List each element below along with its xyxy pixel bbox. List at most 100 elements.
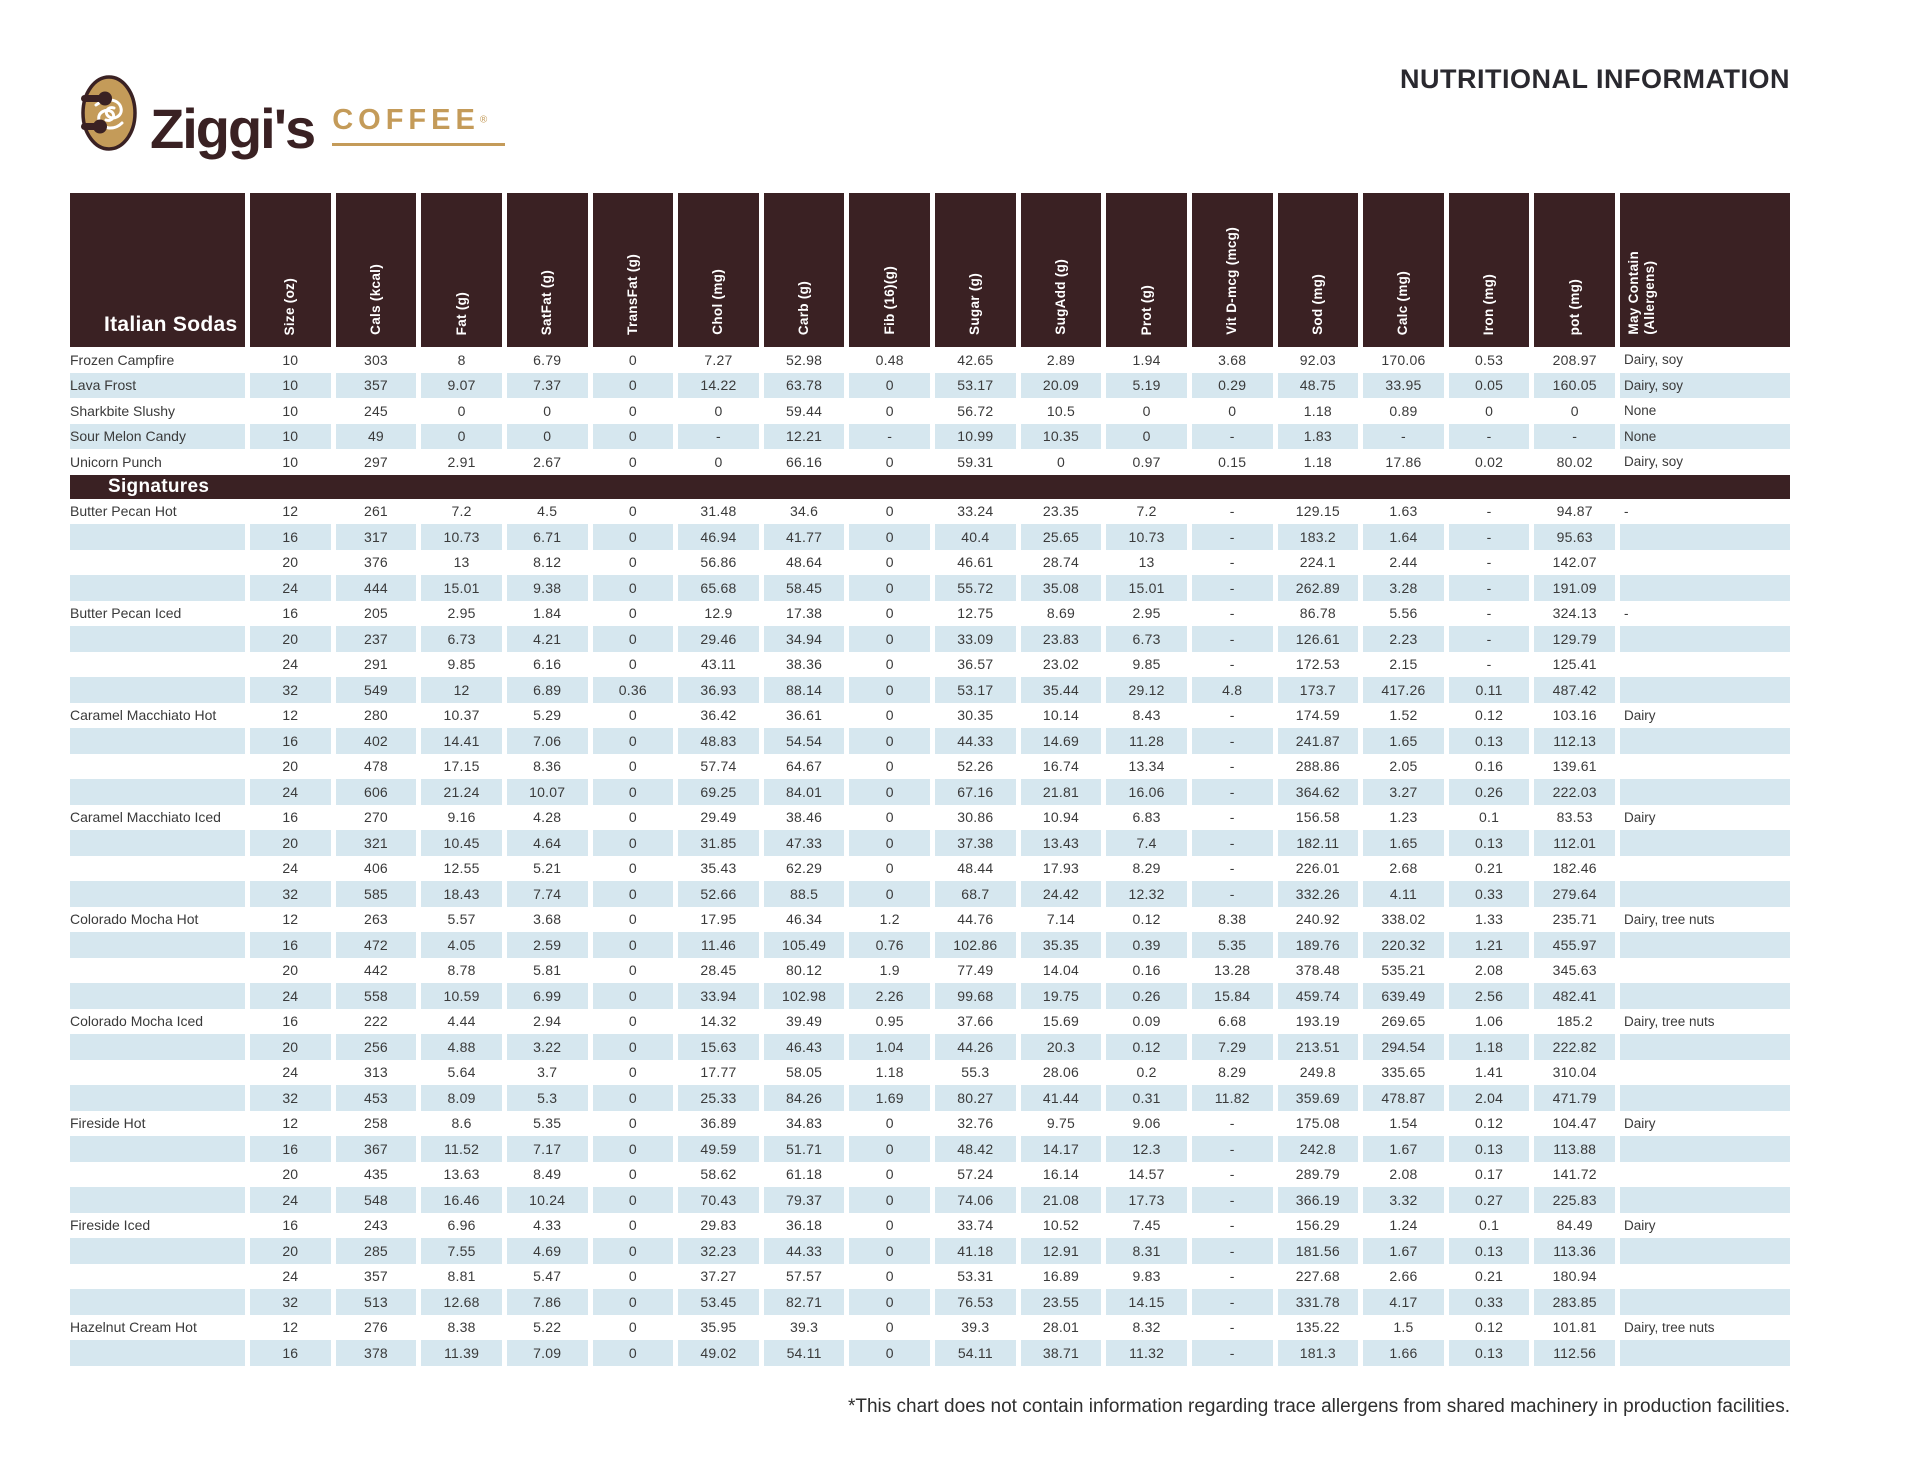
nutrition-value: 160.05 xyxy=(1534,372,1615,398)
nutrition-value: 0.89 xyxy=(1389,402,1418,419)
nutrition-value: 7.86 xyxy=(506,1289,588,1315)
nutrition-value: 2.15 xyxy=(1389,656,1418,673)
nutrition-value: 57.24 xyxy=(957,1166,994,1183)
nutrition-value: 2.44 xyxy=(1389,554,1418,571)
table-row: 32 453 8.09 5.3 0 25.33 84.26 1.69 80.27 41.44 0.3… xyxy=(70,1085,1790,1111)
nutrition-value: 6.73 xyxy=(421,626,502,652)
table-row: 24 606 21.24 10.07 0 69.25 84.01 0 67.16 21.81 16.… xyxy=(70,779,1790,805)
drink-name: Sour Melon Candy xyxy=(70,423,245,449)
nutrition-value: 11.52 xyxy=(421,1136,502,1162)
nutrition-value: - xyxy=(1191,1238,1273,1264)
drink-name xyxy=(70,677,245,703)
nutrition-value: 24 xyxy=(250,779,331,805)
nutrition-value: 24 xyxy=(282,1064,299,1081)
nutrition-value: 65.68 xyxy=(678,575,759,601)
nutrition-value: 12.3 xyxy=(1106,1136,1187,1162)
nutrition-value: 84.26 xyxy=(763,1085,845,1111)
nutrition-value: 74.06 xyxy=(935,1187,1016,1213)
nutrition-value: - xyxy=(1191,1187,1273,1213)
allergen-note: Dairy xyxy=(1624,1217,1656,1233)
nutrition-value: 243 xyxy=(363,1217,388,1234)
nutrition-value: 9.38 xyxy=(506,575,588,601)
nutrition-value: 0.13 xyxy=(1448,830,1530,856)
nutrition-value: - xyxy=(1486,554,1492,571)
nutrition-value: 0 xyxy=(592,1034,674,1060)
nutrition-value: 63.78 xyxy=(763,372,845,398)
nutrition-value: 44.33 xyxy=(935,728,1016,754)
table-row: 20 376 13 8.12 0 56.86 48.64 0 46.61 28.74 13 - 224.… xyxy=(70,550,1790,576)
allergen-note xyxy=(1620,677,1790,703)
nutrition-value: 269.65 xyxy=(1381,1013,1426,1030)
nutrition-value: 40.4 xyxy=(935,524,1016,550)
nutrition-value: 16 xyxy=(282,1013,299,1030)
nutrition-value: 16.74 xyxy=(1042,758,1079,775)
section-header-signatures: Signatures xyxy=(70,474,1790,499)
allergen-note xyxy=(1620,1162,1790,1188)
nutrition-value: - xyxy=(1191,1340,1273,1366)
nutrition-value: 24 xyxy=(250,1187,331,1213)
nutrition-value: 225.83 xyxy=(1534,1187,1615,1213)
nutrition-value: 6.16 xyxy=(533,656,562,673)
nutrition-value: 48.42 xyxy=(935,1136,1016,1162)
nutrition-value: 76.53 xyxy=(935,1289,1016,1315)
nutrition-value: 0.16 xyxy=(1475,758,1504,775)
nutrition-value: 0.16 xyxy=(1132,962,1161,979)
nutrition-value: 0 xyxy=(592,1136,674,1162)
nutrition-value: 7.37 xyxy=(506,372,588,398)
drink-name xyxy=(70,1034,245,1060)
nutrition-value: 16 xyxy=(250,728,331,754)
nutrition-value: 0 xyxy=(628,809,637,826)
nutrition-value: 8.29 xyxy=(1218,1064,1247,1081)
nutrition-value: 5.47 xyxy=(533,1268,562,1285)
nutrition-value: 12 xyxy=(282,1115,299,1132)
nutrition-value: 459.74 xyxy=(1277,983,1359,1009)
nutrition-value: 33.94 xyxy=(678,983,759,1009)
nutrition-value: 9.85 xyxy=(1132,656,1161,673)
nutrition-value: 113.88 xyxy=(1534,1136,1615,1162)
nutrition-value: 17.73 xyxy=(1106,1187,1187,1213)
nutrition-value: 88.5 xyxy=(763,881,845,907)
nutrition-value: 34.83 xyxy=(786,1115,823,1132)
drink-name xyxy=(70,1340,245,1366)
allergen-note xyxy=(1620,754,1790,780)
nutrition-value: 11.82 xyxy=(1191,1085,1273,1111)
nutrition-value: 1.66 xyxy=(1363,1340,1444,1366)
nutrition-value: 0.12 xyxy=(1132,911,1161,928)
nutrition-value: 28.01 xyxy=(1042,1319,1079,1336)
nutrition-value: 23.55 xyxy=(1020,1289,1102,1315)
nutrition-value: - xyxy=(1229,758,1235,775)
nutrition-value: 32 xyxy=(250,677,331,703)
allergen-note xyxy=(1620,652,1790,678)
nutrition-value: 6.79 xyxy=(533,351,562,368)
nutrition-value: 8.43 xyxy=(1132,707,1161,724)
nutrition-value: 0 xyxy=(628,1319,637,1336)
nutrition-value: 0 xyxy=(849,575,930,601)
nutrition-value: 34.94 xyxy=(763,626,845,652)
nutrition-value: 56.86 xyxy=(700,554,737,571)
nutrition-value: 3.27 xyxy=(1363,779,1444,805)
nutrition-value: 7.2 xyxy=(451,503,472,520)
nutrition-value: 241.87 xyxy=(1277,728,1359,754)
nutrition-value: 11.46 xyxy=(678,932,759,958)
nutrition-value: 68.7 xyxy=(935,881,1016,907)
nutrition-value: 44.76 xyxy=(957,911,994,928)
nutrition-value: 0 xyxy=(592,1238,674,1264)
drink-name: Butter Pecan Iced xyxy=(70,605,182,622)
nutrition-value: 29.46 xyxy=(678,626,759,652)
nutrition-value: 16.14 xyxy=(1042,1166,1079,1183)
table-row: 20 237 6.73 4.21 0 29.46 34.94 0 33.09 23.83 6.73-… xyxy=(70,626,1790,652)
nutrition-value: 59.31 xyxy=(957,453,994,470)
nutrition-value: 8.12 xyxy=(533,554,562,571)
drink-name xyxy=(70,1085,245,1111)
nutrition-value: 12 xyxy=(282,503,299,520)
nutrition-value: 29.12 xyxy=(1106,677,1187,703)
nutrition-value: 0 xyxy=(592,1187,674,1213)
nutrition-value: 280 xyxy=(363,707,388,724)
nutrition-value: 15.63 xyxy=(678,1034,759,1060)
nutrition-value: 513 xyxy=(335,1289,417,1315)
nutrition-value: 472 xyxy=(335,932,417,958)
nutrition-value: 364.62 xyxy=(1277,779,1359,805)
nutrition-value: 222 xyxy=(363,1013,388,1030)
nutrition-value: 2.08 xyxy=(1389,1166,1418,1183)
nutrition-value: 0.33 xyxy=(1448,1289,1530,1315)
